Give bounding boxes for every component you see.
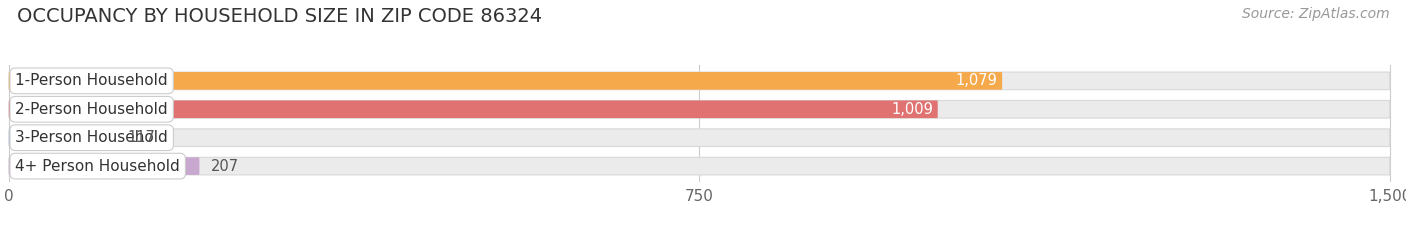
FancyBboxPatch shape [8, 157, 200, 175]
FancyBboxPatch shape [8, 72, 1002, 90]
Text: 207: 207 [211, 159, 239, 174]
FancyBboxPatch shape [8, 129, 117, 147]
FancyBboxPatch shape [8, 129, 1389, 147]
Text: 4+ Person Household: 4+ Person Household [15, 159, 180, 174]
FancyBboxPatch shape [8, 100, 938, 118]
Text: 1,079: 1,079 [956, 73, 998, 88]
Text: 2-Person Household: 2-Person Household [15, 102, 167, 117]
Text: OCCUPANCY BY HOUSEHOLD SIZE IN ZIP CODE 86324: OCCUPANCY BY HOUSEHOLD SIZE IN ZIP CODE … [17, 7, 541, 26]
Text: 117: 117 [128, 130, 156, 145]
Text: 1,009: 1,009 [891, 102, 934, 117]
Text: 1-Person Household: 1-Person Household [15, 73, 167, 88]
Text: 3-Person Household: 3-Person Household [15, 130, 169, 145]
FancyBboxPatch shape [8, 72, 1389, 90]
FancyBboxPatch shape [8, 157, 1389, 175]
Text: Source: ZipAtlas.com: Source: ZipAtlas.com [1241, 7, 1389, 21]
FancyBboxPatch shape [8, 100, 1389, 118]
